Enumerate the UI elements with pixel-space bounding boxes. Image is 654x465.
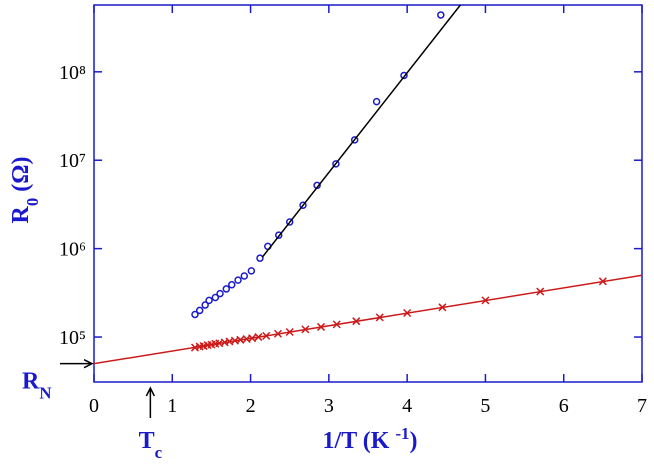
point [216, 289, 224, 298]
y-axis-label-part: (Ω) [8, 157, 34, 198]
point [350, 136, 359, 144]
y-axis-label-part: 0 [23, 198, 42, 206]
point [332, 160, 340, 168]
y-axis-label-part: R [8, 205, 34, 223]
tc-arrow [145, 386, 156, 418]
x-tick-label: 3 [324, 395, 334, 417]
rn-label: RN [22, 369, 51, 403]
x-axis-label-part: ) [409, 428, 417, 454]
point [195, 306, 204, 315]
rn-label-part: N [39, 383, 51, 402]
point [201, 301, 209, 309]
tc-label: Tc [139, 428, 163, 462]
y-tick-label: 10⁷ [59, 150, 86, 172]
point [400, 71, 408, 80]
x-axis-label: 1/T (K -1) [323, 424, 418, 455]
x-tick-label: 1 [167, 395, 177, 417]
x-tick-label: 6 [559, 395, 569, 417]
fit-line [93, 274, 643, 365]
point [256, 254, 264, 262]
y-axis-label: R0 (Ω) [8, 157, 42, 224]
x-tick-label: 2 [246, 395, 256, 417]
point [240, 272, 249, 280]
plot-frame [93, 4, 643, 383]
fit-line [261, 4, 461, 258]
tc-label-part: c [155, 443, 163, 462]
point [222, 285, 231, 293]
x-tick-label: 7 [637, 395, 647, 417]
x-axis-label-part: -1 [395, 424, 409, 443]
y-tick-label: 10⁵ [59, 327, 86, 349]
tc-label-part: T [139, 428, 155, 454]
x-tick-label: 4 [402, 395, 412, 417]
x-tick-label: 5 [480, 395, 490, 417]
x-tick-label: 0 [89, 395, 99, 417]
y-tick-label: 10⁶ [59, 239, 86, 261]
point [275, 231, 283, 239]
point [211, 293, 220, 302]
point [285, 218, 294, 226]
point [191, 310, 199, 319]
point [234, 276, 242, 284]
point [247, 267, 256, 275]
point [372, 97, 381, 106]
point [205, 296, 213, 305]
point [437, 11, 445, 19]
point [228, 281, 236, 289]
x-axis-label-part: 1/T (K [323, 428, 396, 454]
y-tick-label: 10⁸ [59, 62, 86, 84]
rn-label-part: R [22, 369, 40, 395]
point [299, 201, 307, 209]
rn-arrow [60, 358, 94, 369]
